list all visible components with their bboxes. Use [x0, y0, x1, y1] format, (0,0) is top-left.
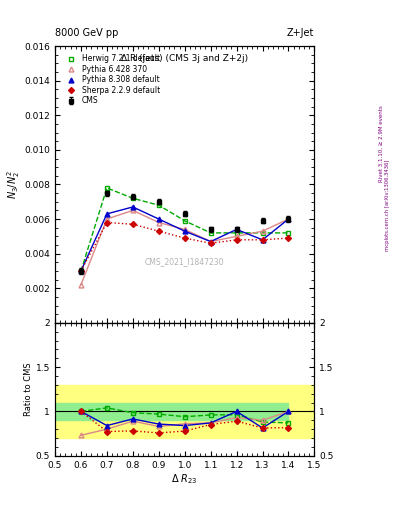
Herwig 7.2.1 default [208, 230, 213, 236]
Herwig 7.2.1 default [130, 195, 135, 201]
Line: Sherpa 2.2.9 default: Sherpa 2.2.9 default [79, 221, 290, 273]
Herwig 7.2.1 default [105, 185, 109, 191]
Sherpa 2.2.9 default [208, 240, 213, 246]
Pythia 6.428 370 [286, 216, 291, 222]
Herwig 7.2.1 default [182, 218, 187, 224]
Bar [55, 402, 288, 420]
Text: Z+Jet: Z+Jet [287, 28, 314, 38]
Sherpa 2.2.9 default [286, 235, 291, 241]
Pythia 8.308 default [260, 237, 265, 243]
Pythia 6.428 370 [105, 216, 109, 222]
Pythia 8.308 default [130, 204, 135, 210]
Pythia 6.428 370 [156, 220, 161, 226]
Pythia 8.308 default [156, 216, 161, 222]
Herwig 7.2.1 default [286, 230, 291, 236]
Sherpa 2.2.9 default [156, 228, 161, 234]
Sherpa 2.2.9 default [130, 221, 135, 227]
Bar [55, 385, 314, 438]
X-axis label: $\Delta\ R_{23}$: $\Delta\ R_{23}$ [171, 472, 198, 486]
Pythia 8.308 default [79, 268, 83, 274]
Pythia 6.428 370 [260, 228, 265, 234]
Text: 8000 GeV pp: 8000 GeV pp [55, 28, 118, 38]
Text: Rivet 3.1.10, ≥ 2.9M events: Rivet 3.1.10, ≥ 2.9M events [379, 105, 384, 182]
Sherpa 2.2.9 default [182, 235, 187, 241]
Pythia 8.308 default [286, 216, 291, 222]
Text: CMS_2021_I1847230: CMS_2021_I1847230 [145, 258, 224, 266]
Line: Pythia 8.308 default: Pythia 8.308 default [79, 204, 291, 273]
Legend: Herwig 7.2.1 default, Pythia 6.428 370, Pythia 8.308 default, Sherpa 2.2.9 defau: Herwig 7.2.1 default, Pythia 6.428 370, … [61, 53, 162, 107]
Pythia 6.428 370 [182, 226, 187, 232]
Pythia 6.428 370 [130, 207, 135, 214]
Y-axis label: $N_3/N_2^2$: $N_3/N_2^2$ [5, 170, 22, 199]
Sherpa 2.2.9 default [79, 268, 83, 274]
Sherpa 2.2.9 default [234, 237, 239, 243]
Herwig 7.2.1 default [79, 268, 83, 274]
Herwig 7.2.1 default [234, 230, 239, 236]
Sherpa 2.2.9 default [260, 237, 265, 243]
Y-axis label: Ratio to CMS: Ratio to CMS [24, 362, 33, 416]
Pythia 8.308 default [182, 228, 187, 234]
Herwig 7.2.1 default [260, 230, 265, 236]
Pythia 8.308 default [105, 211, 109, 217]
Line: Pythia 6.428 370: Pythia 6.428 370 [79, 208, 291, 287]
Pythia 6.428 370 [234, 233, 239, 240]
Line: Herwig 7.2.1 default: Herwig 7.2.1 default [79, 185, 291, 273]
Pythia 6.428 370 [208, 239, 213, 245]
Pythia 8.308 default [234, 226, 239, 232]
Text: Δ R (jets) (CMS 3j and Z+2j): Δ R (jets) (CMS 3j and Z+2j) [121, 54, 248, 63]
Pythia 8.308 default [208, 239, 213, 245]
Sherpa 2.2.9 default [105, 220, 109, 226]
Pythia 6.428 370 [79, 282, 83, 288]
Herwig 7.2.1 default [156, 202, 161, 208]
Text: mcplots.cern.ch [arXiv:1306.3436]: mcplots.cern.ch [arXiv:1306.3436] [385, 159, 389, 250]
